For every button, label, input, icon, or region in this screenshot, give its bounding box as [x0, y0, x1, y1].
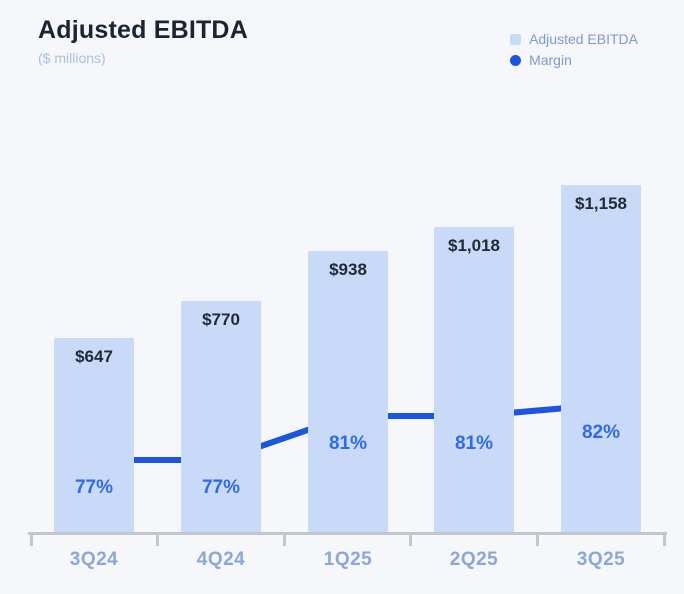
x-axis-tick	[156, 532, 159, 546]
x-axis-line	[28, 532, 667, 535]
margin-percent-label: 77%	[74, 477, 114, 498]
chart-legend: Adjusted EBITDA Margin	[510, 31, 638, 73]
margin-percent-label: 82%	[581, 422, 621, 443]
bar-3q24	[54, 338, 134, 532]
x-axis-label: 1Q25	[323, 549, 373, 570]
bar-2q25	[434, 227, 514, 532]
x-axis-label: 3Q24	[69, 549, 119, 570]
bar-1q25	[308, 251, 388, 532]
chart-title: Adjusted EBITDA	[38, 16, 248, 44]
chart-subtitle: ($ millions)	[38, 50, 106, 66]
x-axis-label: 2Q25	[449, 549, 499, 570]
legend-item-margin: Margin	[510, 52, 638, 68]
x-axis-tick	[30, 532, 33, 546]
x-axis-tick	[663, 532, 666, 546]
bar-series-swatch-icon	[510, 33, 522, 45]
bar-4q24	[181, 301, 261, 532]
x-axis-label: 4Q24	[196, 549, 246, 570]
bar-value-label: $938	[329, 260, 367, 279]
bar-value-label: $647	[75, 347, 113, 366]
bar-value-label: $1,018	[448, 236, 500, 255]
legend-item-adjusted-ebitda: Adjusted EBITDA	[510, 31, 638, 47]
x-axis-tick	[409, 532, 412, 546]
x-axis-label: 3Q25	[576, 549, 626, 570]
legend-label-margin: Margin	[529, 52, 572, 68]
margin-percent-label: 81%	[454, 433, 494, 454]
line-series-swatch-icon	[510, 54, 522, 66]
bar-value-label: $1,158	[575, 194, 627, 213]
x-axis-tick	[283, 532, 286, 546]
chart-header: Adjusted EBITDA ($ millions)	[38, 16, 248, 66]
legend-label-adjusted-ebitda: Adjusted EBITDA	[529, 31, 638, 47]
bar-3q25	[561, 185, 641, 532]
x-axis-tick	[536, 532, 539, 546]
margin-percent-label: 81%	[328, 433, 368, 454]
bar-value-label: $770	[202, 310, 240, 329]
margin-percent-label: 77%	[201, 477, 241, 498]
